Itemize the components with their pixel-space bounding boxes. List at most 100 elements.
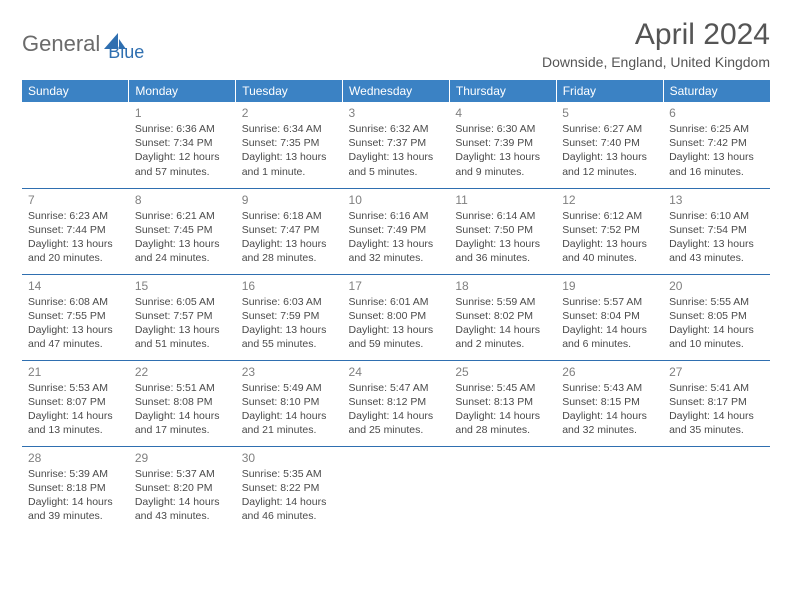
info-line: Daylight: 14 hours — [455, 409, 550, 423]
day-info: Sunrise: 5:53 AMSunset: 8:07 PMDaylight:… — [28, 381, 123, 438]
day-number: 11 — [455, 193, 550, 207]
info-line: Daylight: 13 hours — [349, 150, 444, 164]
calendar-cell: 21 Sunrise: 5:53 AMSunset: 8:07 PMDayligh… — [22, 360, 129, 446]
info-line: Sunrise: 6:30 AM — [455, 122, 550, 136]
logo-text-blue: Blue — [108, 42, 144, 63]
day-info: Sunrise: 6:05 AMSunset: 7:57 PMDaylight:… — [135, 295, 230, 352]
calendar-cell: 9 Sunrise: 6:18 AMSunset: 7:47 PMDaylight… — [236, 188, 343, 274]
info-line: Sunset: 8:12 PM — [349, 395, 444, 409]
day-number: 6 — [669, 106, 764, 120]
info-line: Sunset: 7:57 PM — [135, 309, 230, 323]
info-line: Sunrise: 6:25 AM — [669, 122, 764, 136]
day-number: 8 — [135, 193, 230, 207]
day-number: 5 — [562, 106, 657, 120]
day-number: 30 — [242, 451, 337, 465]
info-line: and 21 minutes. — [242, 423, 337, 437]
day-info: Sunrise: 6:30 AMSunset: 7:39 PMDaylight:… — [455, 122, 550, 179]
day-info: Sunrise: 6:23 AMSunset: 7:44 PMDaylight:… — [28, 209, 123, 266]
day-info: Sunrise: 6:27 AMSunset: 7:40 PMDaylight:… — [562, 122, 657, 179]
day-number: 29 — [135, 451, 230, 465]
month-title: April 2024 — [542, 18, 770, 52]
day-number: 12 — [562, 193, 657, 207]
info-line: and 59 minutes. — [349, 337, 444, 351]
calendar-cell: 5 Sunrise: 6:27 AMSunset: 7:40 PMDaylight… — [556, 102, 663, 188]
info-line: Sunset: 8:22 PM — [242, 481, 337, 495]
info-line: Sunrise: 6:03 AM — [242, 295, 337, 309]
info-line: and 5 minutes. — [349, 165, 444, 179]
day-number: 22 — [135, 365, 230, 379]
info-line: and 16 minutes. — [669, 165, 764, 179]
day-info: Sunrise: 6:01 AMSunset: 8:00 PMDaylight:… — [349, 295, 444, 352]
info-line: Sunset: 7:50 PM — [455, 223, 550, 237]
info-line: Daylight: 12 hours — [135, 150, 230, 164]
info-line: Daylight: 14 hours — [669, 409, 764, 423]
day-info: Sunrise: 6:03 AMSunset: 7:59 PMDaylight:… — [242, 295, 337, 352]
info-line: and 43 minutes. — [135, 509, 230, 523]
day-number: 1 — [135, 106, 230, 120]
calendar-week: 14Sunrise: 6:08 AMSunset: 7:55 PMDayligh… — [22, 274, 770, 360]
weekday-header: Thursday — [449, 80, 556, 102]
calendar-cell: 28Sunrise: 5:39 AMSunset: 8:18 PMDayligh… — [22, 446, 129, 532]
calendar-cell: 29Sunrise: 5:37 AMSunset: 8:20 PMDayligh… — [129, 446, 236, 532]
day-info: Sunrise: 5:35 AMSunset: 8:22 PMDaylight:… — [242, 467, 337, 524]
day-info: Sunrise: 5:57 AMSunset: 8:04 PMDaylight:… — [562, 295, 657, 352]
info-line: and 10 minutes. — [669, 337, 764, 351]
day-number: 21 — [28, 365, 123, 379]
calendar-cell: 25Sunrise: 5:45 AMSunset: 8:13 PMDayligh… — [449, 360, 556, 446]
day-info: Sunrise: 5:39 AMSunset: 8:18 PMDaylight:… — [28, 467, 123, 524]
calendar-cell: 6Sunrise: 6:25 AMSunset: 7:42 PMDaylight… — [663, 102, 770, 188]
calendar-cell: 22 Sunrise: 5:51 AMSunset: 8:08 PMDayligh… — [129, 360, 236, 446]
info-line: Daylight: 13 hours — [669, 237, 764, 251]
info-line: Sunset: 7:49 PM — [349, 223, 444, 237]
day-info: Sunrise: 6:18 AMSunset: 7:47 PMDaylight:… — [242, 209, 337, 266]
info-line: and 17 minutes. — [135, 423, 230, 437]
calendar-cell: 19Sunrise: 5:57 AMSunset: 8:04 PMDayligh… — [556, 274, 663, 360]
calendar-cell — [343, 446, 450, 532]
weekday-row: SundayMondayTuesdayWednesdayThursdayFrid… — [22, 80, 770, 102]
day-info: Sunrise: 5:49 AMSunset: 8:10 PMDaylight:… — [242, 381, 337, 438]
info-line: and 20 minutes. — [28, 251, 123, 265]
info-line: Daylight: 13 hours — [242, 323, 337, 337]
info-line: Sunrise: 5:55 AM — [669, 295, 764, 309]
info-line: Sunrise: 5:51 AM — [135, 381, 230, 395]
info-line: Daylight: 14 hours — [349, 409, 444, 423]
info-line: and 55 minutes. — [242, 337, 337, 351]
info-line: and 6 minutes. — [562, 337, 657, 351]
day-number: 18 — [455, 279, 550, 293]
calendar-cell: 20Sunrise: 5:55 AMSunset: 8:05 PMDayligh… — [663, 274, 770, 360]
info-line: Sunrise: 5:57 AM — [562, 295, 657, 309]
info-line: and 28 minutes. — [242, 251, 337, 265]
day-number: 9 — [242, 193, 337, 207]
info-line: Sunrise: 5:59 AM — [455, 295, 550, 309]
day-number: 27 — [669, 365, 764, 379]
info-line: and 1 minute. — [242, 165, 337, 179]
info-line: Sunset: 8:04 PM — [562, 309, 657, 323]
info-line: and 57 minutes. — [135, 165, 230, 179]
logo-text-general: General — [22, 31, 100, 57]
day-info: Sunrise: 5:43 AMSunset: 8:15 PMDaylight:… — [562, 381, 657, 438]
calendar-cell: 18 Sunrise: 5:59 AMSunset: 8:02 PMDayligh… — [449, 274, 556, 360]
day-info: Sunrise: 6:16 AMSunset: 7:49 PMDaylight:… — [349, 209, 444, 266]
info-line: Sunrise: 6:36 AM — [135, 122, 230, 136]
info-line: Sunset: 8:15 PM — [562, 395, 657, 409]
info-line: Sunrise: 5:43 AM — [562, 381, 657, 395]
info-line: and 46 minutes. — [242, 509, 337, 523]
info-line: Daylight: 14 hours — [562, 323, 657, 337]
info-line: Daylight: 13 hours — [28, 237, 123, 251]
day-info: Sunrise: 5:59 AMSunset: 8:02 PMDaylight:… — [455, 295, 550, 352]
info-line: Sunrise: 5:47 AM — [349, 381, 444, 395]
calendar-body: 1Sunrise: 6:36 AMSunset: 7:34 PMDaylight… — [22, 102, 770, 532]
day-info: Sunrise: 5:47 AMSunset: 8:12 PMDaylight:… — [349, 381, 444, 438]
info-line: Daylight: 14 hours — [28, 409, 123, 423]
info-line: Sunrise: 5:45 AM — [455, 381, 550, 395]
info-line: Sunset: 8:18 PM — [28, 481, 123, 495]
info-line: Daylight: 14 hours — [669, 323, 764, 337]
info-line: Sunset: 7:42 PM — [669, 136, 764, 150]
info-line: Sunrise: 6:34 AM — [242, 122, 337, 136]
weekday-header: Wednesday — [343, 80, 450, 102]
info-line: and 35 minutes. — [669, 423, 764, 437]
info-line: and 36 minutes. — [455, 251, 550, 265]
day-info: Sunrise: 5:51 AMSunset: 8:08 PMDaylight:… — [135, 381, 230, 438]
info-line: Sunrise: 6:05 AM — [135, 295, 230, 309]
day-number: 10 — [349, 193, 444, 207]
